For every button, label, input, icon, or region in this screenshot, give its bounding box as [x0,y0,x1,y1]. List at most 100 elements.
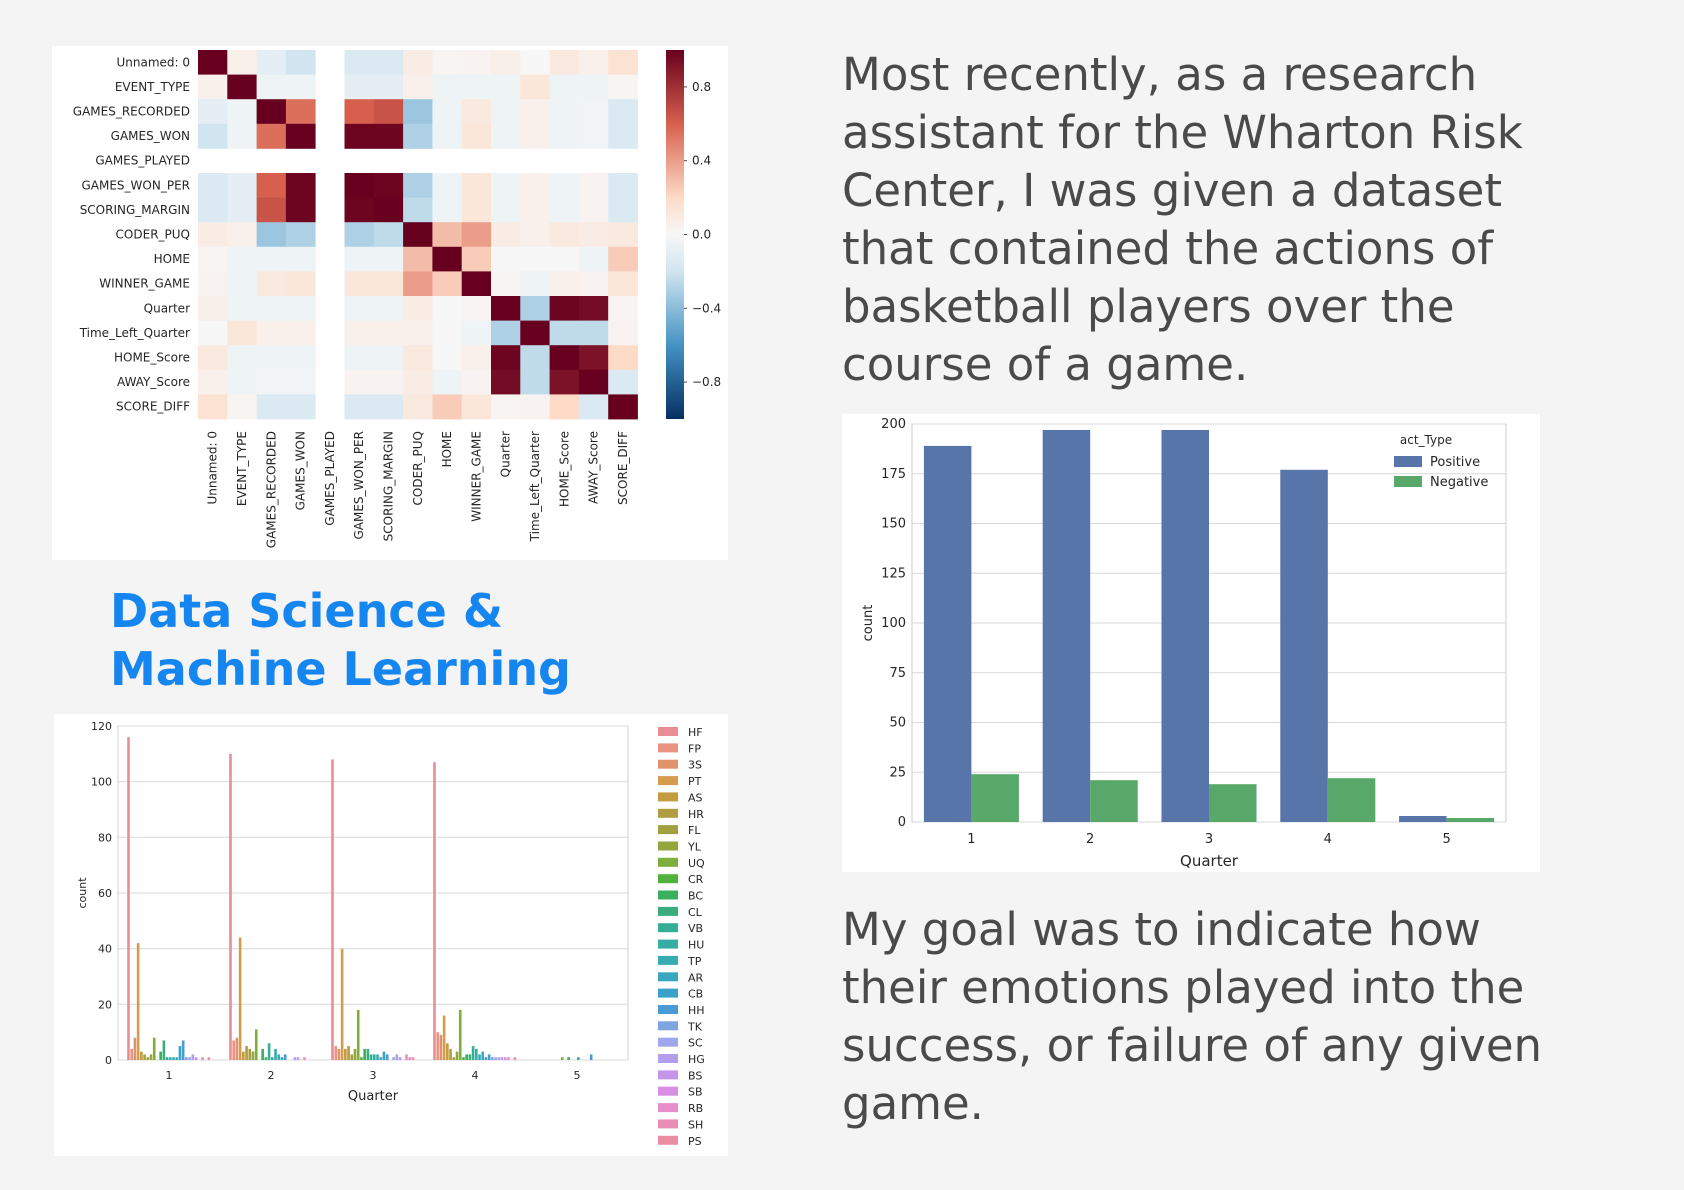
bar-vb [267,1043,271,1060]
x-tick-label: 3 [370,1069,377,1082]
bar-cb [382,1051,386,1060]
bar-tp [376,1054,379,1060]
bar-sh [408,1057,412,1060]
heatmap-cell [198,197,228,223]
heatmap-cell [608,394,638,420]
x-tick-label: 5 [574,1069,581,1082]
legend-label: BC [688,890,703,903]
bar-pt [238,937,242,1060]
heatmap-cell [461,123,492,149]
goal-line: My goal was to indicate how [842,903,1481,956]
bar-bc [159,1051,162,1060]
bar-yl [251,1051,255,1060]
heatmap-cell [549,320,580,346]
heatmap-cell [608,320,638,346]
heatmap-row-label: AWAY_Score [117,375,190,389]
heatmap-cell [578,271,609,297]
bar-bs [194,1057,198,1060]
legend-label: TK [687,1020,703,1033]
heatmap-cell [520,246,550,272]
heatmap-col-label: SCORING_MARGIN [381,431,395,541]
heatmap-cell [373,369,404,395]
heatmap-cell [256,320,287,346]
heatmap-row-label: WINNER_GAME [99,277,190,291]
bar-ar [481,1051,485,1060]
heatmap-cell [198,246,228,272]
heatmap-cell [461,173,492,198]
y-axis-label: count [861,605,876,642]
x-tick-label: 5 [1442,832,1450,847]
heatmap-cell [461,369,492,395]
bar-hg [497,1057,501,1060]
legend-label: FP [688,742,701,755]
x-tick-label: 1 [166,1069,173,1082]
heatmap-cell [198,320,228,346]
bar-positive [1280,469,1328,822]
heatmap-cell [608,123,638,149]
heatmap-cell [520,271,550,297]
action-count-chart: 0 20 40 60 80 100 120 1 2 3 4 5 Quarter count HF FP 3S PT… [76,720,705,1148]
bar-cr [462,1057,465,1060]
y-tick-label: 80 [98,831,112,844]
legend-swatch [1394,476,1422,487]
heatmap-cell [227,369,257,395]
bar-bs [296,1057,300,1060]
bar-hr [143,1054,146,1060]
legend-label: PS [688,1135,702,1148]
heatmap-cell [578,369,609,395]
action-count-chart-panel: 0 20 40 60 80 100 120 1 2 3 4 5 Quarter count HF FP 3S PT… [54,714,728,1156]
y-tick-label: 50 [889,716,906,731]
heatmap-cell [373,394,404,420]
heatmap-cell [608,173,638,198]
heatmap-row-label: GAMES_WON [111,129,190,143]
intro-line: Center, I was given a dataset [842,164,1502,217]
heatmap-cell [461,50,492,75]
heatmap-col-label: HOME [440,431,454,467]
heatmap-cell [227,271,257,297]
legend-label: HG [688,1053,705,1066]
heatmap-cell [520,197,550,223]
heatmap-cell [608,246,638,272]
heatmap-cell [256,222,287,248]
heatmap-cell [256,296,287,321]
bar-fl [146,1057,150,1060]
heatmap-cell [344,271,375,297]
legend-label: HU [688,939,704,952]
heatmap-cell [403,123,433,149]
heatmap-cell [344,50,375,75]
x-tick-label: 2 [268,1069,275,1082]
bar-vb [471,1046,475,1060]
bar-uq [560,1057,564,1060]
heatmap-cell [227,74,257,100]
legend-label: BS [688,1069,702,1082]
bar-vb [369,1054,373,1060]
y-tick-label: 0 [898,815,906,830]
heatmap-cell [403,197,433,223]
heatmap-cell [491,197,521,223]
heatmap-cell [344,296,375,321]
legend-label: SC [688,1037,703,1050]
bar-uq [254,1029,258,1060]
bar-yl [353,1048,357,1060]
bar-hu [475,1048,478,1060]
intro-line: course of a game. [842,338,1249,391]
bar-hr [449,1048,452,1060]
heatmap-cell [256,123,287,149]
heatmap-cell [608,369,638,395]
heatmap-col-label: GAMES_RECORDED [264,431,278,548]
bar-hu [373,1054,376,1060]
heatmap-cell [403,345,433,371]
heatmap-cell [549,123,580,149]
legend-label: Positive [1430,455,1480,470]
heatmap-cell [461,74,492,100]
legend-swatch [658,776,678,786]
bar-hu [577,1057,580,1060]
heatmap-cell [227,173,257,198]
heatmap-cell [344,345,375,371]
heatmap-cell [520,345,550,371]
heatmap-row-label: SCORE_DIFF [116,400,190,414]
heatmap-cell [227,246,257,272]
bar-fp [232,1040,236,1060]
heatmap-cell [520,50,550,75]
legend-label: YL [687,841,702,854]
